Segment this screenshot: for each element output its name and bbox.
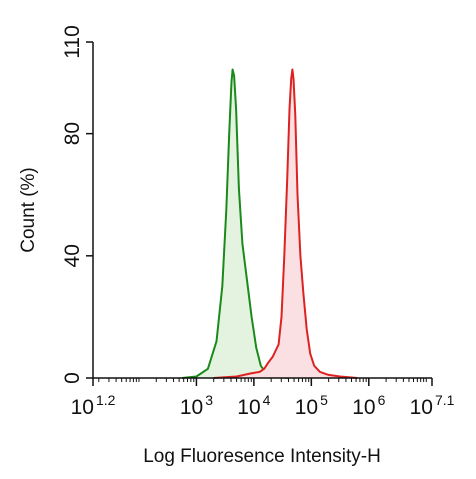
y-tick-label: 80	[61, 122, 84, 145]
x-tick-label: 10 7.1	[410, 392, 455, 419]
series-0-fill	[182, 69, 289, 378]
x-tick-label: 10 3	[180, 392, 213, 419]
y-tick-label: 110	[61, 25, 84, 58]
x-tick-label: 10 4	[237, 392, 270, 419]
y-axis-title: Count (%)	[18, 167, 39, 253]
x-axis-title: Log Fluoresence Intensity-H	[143, 446, 381, 467]
series-1-fill	[213, 69, 358, 378]
y-ticks: 0 40 80 110	[61, 25, 93, 384]
y-tick-label: 0	[61, 372, 84, 384]
x-tick-label: 10 5	[295, 392, 328, 419]
x-tick-label: 10 1.2	[71, 392, 116, 419]
y-tick-label: 40	[61, 244, 84, 267]
x-tick-label: 10 6	[352, 392, 385, 419]
series-1-line	[213, 68, 358, 379]
plot-area	[181, 68, 358, 379]
x-ticks: 10 1.2 10 3 10 4 10 5 10 6 10 7.1	[71, 378, 455, 419]
